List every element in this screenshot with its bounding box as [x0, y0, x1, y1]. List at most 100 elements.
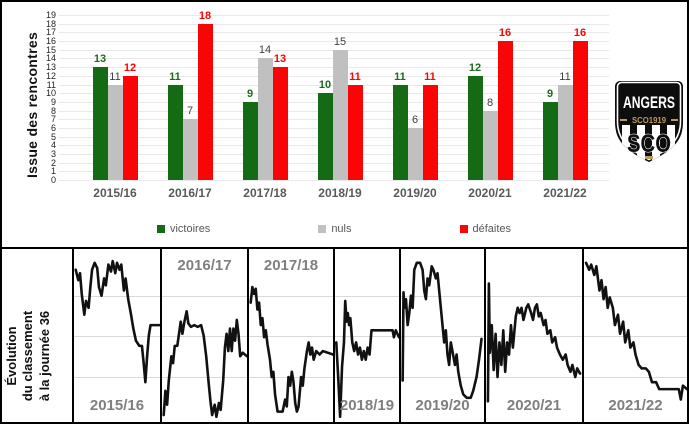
- bar-défaites-2019/20: [422, 84, 438, 180]
- bar-défaites-2016/17: [197, 23, 213, 180]
- panel-gridline: [486, 295, 582, 297]
- y-tick-label: 10: [45, 88, 56, 99]
- panel-gridline: [335, 335, 399, 337]
- ranking-line-2020/21: [486, 249, 582, 422]
- bar-défaites-2018/19: [347, 84, 363, 180]
- logo-band-text: SCO1919: [632, 116, 667, 125]
- bar-victoires-2017/18: [242, 101, 258, 180]
- legend-label-défaites: défaites: [472, 223, 512, 235]
- legend-label-nuls: nuls: [331, 223, 352, 235]
- bar-défaites-2021/22: [572, 41, 588, 180]
- bar-défaites-2017/18: [272, 67, 288, 180]
- season-label-2016/17: 2016/17: [168, 186, 212, 200]
- line-panel-2021/22: 2021/22: [582, 249, 687, 422]
- line-panel-2017/18: 2017/18: [247, 249, 333, 422]
- ranking-polyline-2016/17: [164, 311, 247, 417]
- bar-value-défaites-2018/19: 11: [349, 70, 361, 83]
- legend-item-victoires: victoires: [156, 223, 210, 235]
- legend-item-nuls: nuls: [318, 223, 352, 235]
- bar-value-victoires-2015/16: 13: [93, 53, 107, 66]
- panel-gridline: [486, 377, 582, 379]
- bar-value-défaites-2015/16: 12: [123, 61, 137, 74]
- bar-value-défaites-2021/22: 16: [573, 27, 587, 40]
- ranking-polyline-2018/19: [336, 301, 399, 417]
- season-label-2020/21: 2020/21: [468, 186, 512, 200]
- bar-nuls-2020/21: [482, 110, 498, 180]
- y-tick-label: 19: [45, 10, 56, 21]
- ranking-polyline-2017/18: [251, 287, 333, 412]
- panel-gridline: [584, 377, 687, 379]
- line-charts-section: Évolution du classement à la journée 36 20…: [2, 247, 687, 422]
- bar-value-nuls-2017/18: 14: [258, 44, 272, 57]
- ranking-polyline-2015/16: [76, 261, 160, 382]
- legend-swatch-victoires: [156, 225, 165, 233]
- legend-item-défaites: défaites: [459, 223, 512, 235]
- panel-gridline: [74, 377, 160, 379]
- panel-gridline: [249, 295, 333, 297]
- bar-nuls-2021/22: [557, 84, 573, 180]
- line-charts-row-title: Évolution du classement à la journée 36: [4, 271, 66, 422]
- bar-value-nuls-2016/17: 7: [186, 105, 194, 118]
- panel-gridline: [401, 377, 484, 379]
- bar-value-nuls-2021/22: 11: [559, 70, 571, 83]
- y-tick-label: 17: [45, 27, 56, 38]
- panel-gridline: [162, 295, 247, 297]
- bar-défaites-2020/21: [497, 41, 513, 180]
- line-charts-row-title-cell: Évolution du classement à la journée 36: [2, 249, 72, 422]
- bar-value-nuls-2018/19: 15: [333, 35, 347, 48]
- y-tick-label: 14: [45, 53, 56, 64]
- y-tick-label: 4: [50, 140, 56, 151]
- bar-victoires-2016/17: [167, 84, 183, 180]
- y-tick-label: 18: [45, 18, 56, 29]
- y-tick-label: 8: [50, 105, 56, 116]
- legend-swatch-défaites: [459, 225, 468, 233]
- y-tick-label: 16: [45, 36, 56, 47]
- line-panel-2018/19: 2018/19: [333, 249, 399, 422]
- season-label-2021/22: 2021/22: [543, 186, 587, 200]
- y-tick-label: 1: [50, 166, 56, 177]
- y-tick-label: 5: [50, 131, 56, 142]
- ranking-polyline-2021/22: [586, 263, 687, 400]
- bar-défaites-2015/16: [122, 75, 138, 180]
- ranking-line-2019/20: [401, 249, 484, 422]
- line-panel-2019/20: 2019/20: [399, 249, 484, 422]
- bar-victoires-2020/21: [467, 75, 483, 180]
- bar-nuls-2016/17: [182, 119, 198, 180]
- panel-gridline: [401, 295, 484, 297]
- ranking-line-2015/16: [74, 249, 160, 422]
- line-panel-2016/17: 2016/17: [160, 249, 247, 422]
- bar-value-victoires-2018/19: 10: [318, 79, 332, 92]
- gridline: [59, 15, 609, 17]
- bar-value-nuls-2015/16: 11: [109, 70, 121, 83]
- bar-chart-legend: victoires nuls défaites: [59, 221, 609, 237]
- panel-gridline: [74, 295, 160, 297]
- ranking-line-2021/22: [584, 249, 687, 422]
- panel-season-label-2017/18: 2017/18: [263, 257, 319, 274]
- bar-victoires-2018/19: [317, 93, 333, 180]
- season-label-2018/19: 2018/19: [318, 186, 362, 200]
- ranking-line-2018/19: [335, 249, 399, 422]
- ranking-line-2017/18: [249, 249, 333, 422]
- bar-chart-section: Issue des rencontres 0 1 2 3 4 5 6 7 8 9 10 11 12 13 1…: [2, 2, 687, 247]
- bar-value-défaites-2016/17: 18: [198, 9, 212, 22]
- row-title-line: du classement: [20, 310, 36, 402]
- ranking-line-2016/17: [162, 249, 247, 422]
- bar-nuls-2019/20: [407, 127, 423, 180]
- bar-value-victoires-2016/17: 11: [169, 70, 181, 83]
- season-label-2017/18: 2017/18: [243, 186, 287, 200]
- y-tick-label: 6: [50, 122, 56, 133]
- y-tick-label: 12: [45, 70, 56, 81]
- y-tick-label: 9: [50, 96, 56, 107]
- row-title-line: à la journée 36: [36, 310, 52, 402]
- ranking-polyline-2020/21: [488, 284, 580, 402]
- bar-nuls-2015/16: [107, 84, 123, 180]
- y-tick-label: 0: [50, 175, 56, 185]
- y-tick-label: 11: [46, 79, 56, 90]
- logo-initials: SCO: [627, 130, 671, 158]
- panel-gridline: [249, 335, 333, 337]
- bar-value-défaites-2017/18: 13: [273, 53, 287, 66]
- row-title-line: Évolution: [4, 326, 19, 386]
- logo-band: [616, 114, 682, 125]
- gridline: [59, 23, 609, 25]
- panel-gridline: [584, 335, 687, 337]
